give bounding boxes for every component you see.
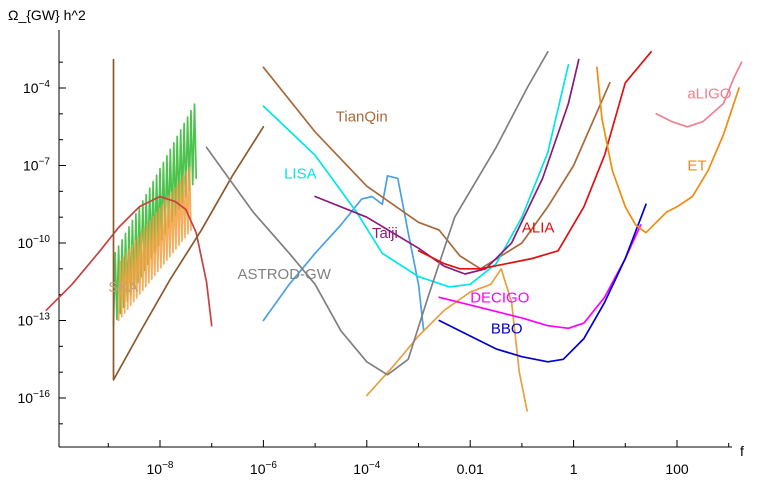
curve-taiji bbox=[314, 58, 580, 275]
curve-label-astrod-gw: ASTROD-GW bbox=[238, 266, 332, 283]
curve-aligo bbox=[655, 61, 743, 128]
y-tick-label: 10−10 bbox=[17, 234, 50, 251]
y-tick-label: 10−7 bbox=[23, 157, 50, 174]
y-tick-label: 10−16 bbox=[17, 389, 50, 406]
curve-bbo bbox=[438, 203, 647, 363]
curve-tianqin bbox=[262, 66, 611, 270]
curve-decigo bbox=[438, 224, 642, 330]
unlabeled-curve bbox=[45, 195, 213, 327]
x-tick-label: 10−6 bbox=[250, 460, 277, 477]
curve-label-tianqin: TianQin bbox=[336, 109, 388, 126]
curve-label-aligo: aLIGO bbox=[687, 85, 731, 102]
curve-label-taiji: Taiji bbox=[372, 225, 398, 242]
unlabeled-curve bbox=[112, 58, 265, 381]
curve-et bbox=[596, 66, 740, 234]
y-axis-label: Ω_{GW} h^2 bbox=[8, 7, 86, 23]
x-tick-label: 100 bbox=[665, 461, 689, 477]
unlabeled-curve bbox=[262, 174, 425, 332]
curve-labels: SKA TianQin LISA Taiji ASTROD-GW ALIA DECIGO BB… bbox=[108, 85, 731, 337]
curve-alia bbox=[417, 50, 652, 270]
x-tick-label: 10−4 bbox=[353, 460, 380, 477]
curves bbox=[45, 50, 743, 412]
y-tick-label: 10−4 bbox=[23, 79, 50, 96]
curve-astrod-gw bbox=[205, 50, 549, 376]
curve-label-decigo: DECIGO bbox=[470, 289, 529, 306]
x-tick-label: 0.01 bbox=[457, 461, 484, 477]
oscillating-bands bbox=[112, 103, 198, 327]
axes: 10−8 10−6 10−4 0.01 1 100 10−4 10−7 10−10 10−13 10… bbox=[17, 30, 732, 477]
curve-label-lisa: LISA bbox=[284, 165, 317, 182]
x-tick-label: 10−8 bbox=[147, 460, 174, 477]
curve-label-ska: SKA bbox=[108, 279, 138, 296]
curve-label-bbo: BBO bbox=[491, 320, 523, 337]
oscillating-band bbox=[117, 166, 192, 322]
x-tick-label: 1 bbox=[570, 461, 578, 477]
curve-lisa bbox=[262, 63, 570, 288]
curve-label-et: ET bbox=[687, 158, 706, 175]
y-tick-label: 10−13 bbox=[17, 312, 50, 329]
unlabeled-curve bbox=[365, 267, 528, 412]
curve-label-alia: ALIA bbox=[522, 220, 555, 237]
x-axis-label: f bbox=[740, 443, 744, 459]
